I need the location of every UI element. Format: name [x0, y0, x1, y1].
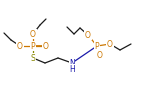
Text: P: P [31, 41, 35, 50]
Text: O: O [85, 30, 91, 40]
Text: O: O [30, 30, 36, 39]
Text: O: O [107, 40, 113, 49]
Text: O: O [97, 50, 103, 59]
Text: S: S [31, 53, 35, 62]
Text: O: O [43, 41, 49, 50]
Text: P: P [95, 41, 99, 50]
Text: O: O [17, 41, 23, 50]
Text: N: N [69, 59, 75, 68]
Text: H: H [69, 65, 75, 73]
